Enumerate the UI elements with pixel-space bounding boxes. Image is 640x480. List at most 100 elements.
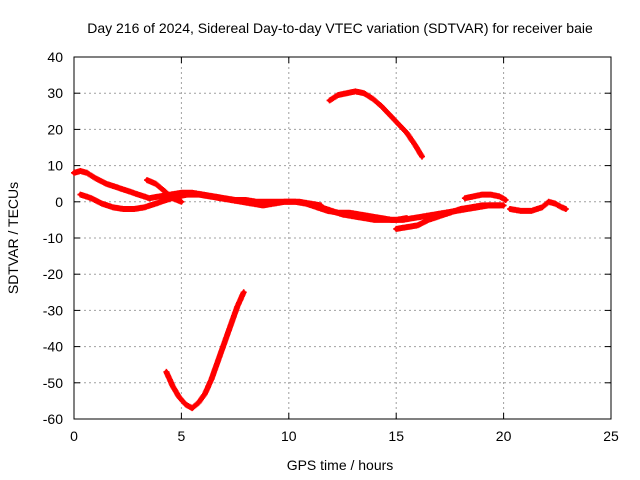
data-point xyxy=(411,215,416,221)
axis-ticks: -60 -50 -40 -30 -20 -10 0 10 20 30 40 0 5 10 15 20 25 xyxy=(43,49,619,444)
data-point xyxy=(404,215,410,221)
data-point xyxy=(209,376,214,382)
data-point xyxy=(185,192,191,197)
y-tick-label: 30 xyxy=(47,85,63,101)
data-point xyxy=(146,195,152,201)
data-point xyxy=(217,195,223,201)
data-point xyxy=(559,205,564,210)
y-tick-label: 0 xyxy=(55,194,63,210)
data-point xyxy=(78,192,83,197)
x-axis-title: GPS time / hours xyxy=(287,457,394,473)
data-point xyxy=(540,205,545,210)
data-point xyxy=(183,402,188,407)
data-point xyxy=(327,98,332,103)
data-point xyxy=(415,223,420,228)
data-point xyxy=(164,197,169,203)
x-tick-label: 5 xyxy=(178,428,186,444)
series-sat-track-f xyxy=(461,191,509,203)
data-point xyxy=(260,203,266,208)
y-tick-label: -30 xyxy=(43,302,63,318)
data-point xyxy=(215,358,221,364)
data-point xyxy=(121,206,126,212)
data-point xyxy=(71,170,77,176)
y-axis-title: SDTVAR / TECUs xyxy=(5,182,21,294)
y-tick-label: -40 xyxy=(43,339,63,355)
data-point xyxy=(471,194,476,199)
data-point xyxy=(488,192,493,197)
chart-title: Day 216 of 2024, Sidereal Day-to-day VTE… xyxy=(87,20,593,36)
data-point xyxy=(202,391,208,396)
x-tick-label: 20 xyxy=(496,428,512,444)
data-point xyxy=(136,192,141,197)
data-point xyxy=(447,210,453,215)
data-point xyxy=(503,197,508,203)
data-point xyxy=(164,369,169,375)
data-point xyxy=(84,170,90,176)
data-point xyxy=(153,181,158,186)
series-sat-track-g xyxy=(507,198,569,214)
data-point xyxy=(329,208,334,214)
data-point xyxy=(546,199,551,204)
data-point xyxy=(372,217,377,223)
data-point xyxy=(318,205,324,210)
data-point xyxy=(394,217,399,223)
data-point xyxy=(179,199,184,204)
data-point xyxy=(104,181,109,186)
data-point xyxy=(344,91,349,96)
data-point xyxy=(361,215,367,221)
data-point xyxy=(131,206,137,212)
data-point xyxy=(396,121,401,127)
y-tick-label: -60 xyxy=(43,411,63,427)
data-point xyxy=(157,194,163,199)
data-point xyxy=(235,304,240,309)
data-point xyxy=(404,224,410,230)
data-point xyxy=(177,395,182,400)
data-point xyxy=(142,205,148,210)
data-point xyxy=(314,205,319,210)
series-markers xyxy=(461,191,509,203)
data-point xyxy=(383,217,388,223)
y-tick-label: -10 xyxy=(43,230,63,246)
data-point xyxy=(78,168,83,174)
data-point xyxy=(458,206,463,212)
data-point xyxy=(271,201,276,206)
data-point xyxy=(293,199,298,204)
data-point xyxy=(501,203,506,208)
series-sat-track-c xyxy=(144,177,185,205)
data-point xyxy=(282,199,287,204)
data-point xyxy=(228,197,234,203)
data-point xyxy=(421,214,427,219)
grid xyxy=(74,57,611,419)
data-point xyxy=(353,89,358,94)
data-point xyxy=(114,185,120,190)
data-point xyxy=(426,217,431,223)
data-point xyxy=(413,143,418,148)
data-point xyxy=(303,201,309,206)
data-point xyxy=(88,195,94,201)
data-point xyxy=(99,201,105,206)
x-tick-label: 25 xyxy=(603,428,619,444)
series-sat-track-e xyxy=(393,202,507,232)
data-point xyxy=(93,176,98,181)
data-point xyxy=(469,205,474,210)
data-point xyxy=(351,214,356,219)
data-point xyxy=(125,188,130,194)
series-sat-track-d xyxy=(318,204,410,223)
data-point xyxy=(189,405,195,411)
data-point xyxy=(394,226,399,232)
data-point xyxy=(404,130,410,136)
x-tick-label: 10 xyxy=(281,428,297,444)
data-point xyxy=(462,195,468,201)
y-tick-label: 10 xyxy=(47,158,63,174)
series-markers xyxy=(326,88,425,160)
y-tick-label: -50 xyxy=(43,375,63,391)
data-point xyxy=(370,96,375,101)
data-point xyxy=(162,188,167,194)
data-point xyxy=(479,192,485,197)
data-point xyxy=(436,214,442,219)
data-point xyxy=(497,194,502,199)
data-point xyxy=(207,194,212,199)
data-point xyxy=(490,203,496,208)
data-point xyxy=(361,91,367,96)
